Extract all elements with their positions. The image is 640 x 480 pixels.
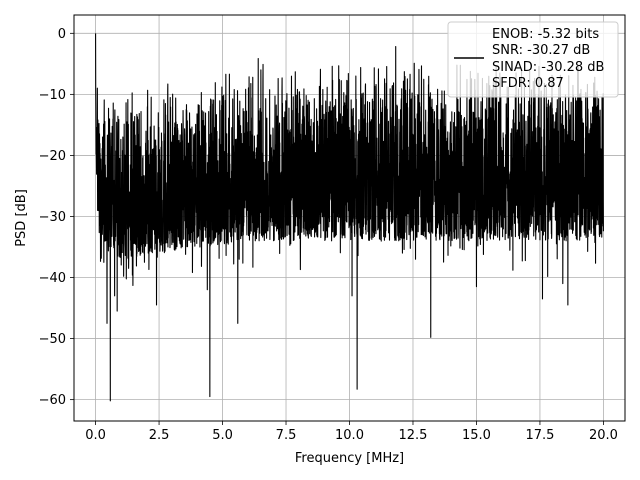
legend-box — [447, 21, 619, 98]
legend-sinad: SINAD: -30.28 dB — [492, 60, 604, 75]
y-axis-label: PSD [dB] — [14, 189, 29, 247]
x-tick-label: 20.0 — [589, 428, 618, 443]
x-axis-ticks: 0.0 2.5 5.0 7.5 10.0 12.5 15.0 17.5 20.0 — [85, 421, 618, 443]
x-tick-label: 2.5 — [149, 428, 170, 443]
legend: ENOB: -5.32 bits SNR: -30.27 dB SINAD: -… — [447, 21, 619, 98]
y-tick-label: −40 — [39, 271, 66, 286]
x-axis-label: Frequency [MHz] — [295, 451, 404, 466]
y-tick-label: −50 — [39, 332, 66, 347]
x-tick-label: 5.0 — [212, 428, 233, 443]
x-tick-label: 17.5 — [525, 428, 554, 443]
psd-series-line — [95, 33, 604, 402]
legend-enob: ENOB: -5.32 bits — [492, 27, 599, 42]
legend-sfdr: SFDR: 0.87 — [492, 76, 564, 91]
legend-snr: SNR: -30.27 dB — [492, 43, 590, 58]
x-tick-label: 10.0 — [335, 428, 364, 443]
y-tick-label: −60 — [39, 393, 66, 408]
y-tick-label: −10 — [39, 88, 66, 103]
y-tick-label: −30 — [39, 210, 66, 225]
y-tick-label: 0 — [58, 27, 66, 42]
x-tick-label: 15.0 — [462, 428, 491, 443]
psd-trace — [95, 33, 604, 402]
x-tick-label: 7.5 — [276, 428, 297, 443]
y-axis-ticks: 0 −10 −20 −30 −40 −50 −60 — [39, 27, 74, 408]
x-tick-label: 0.0 — [85, 428, 106, 443]
x-tick-label: 12.5 — [399, 428, 428, 443]
y-tick-label: −20 — [39, 149, 66, 164]
